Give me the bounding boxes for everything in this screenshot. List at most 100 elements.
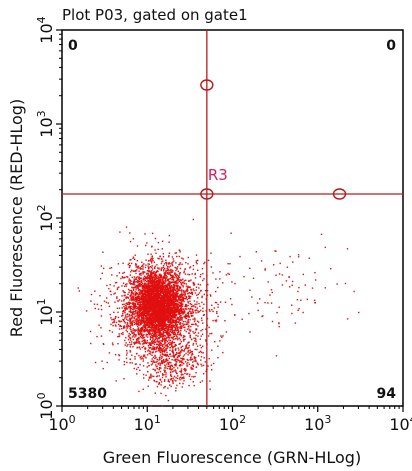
data-point	[201, 380, 204, 382]
data-point	[215, 301, 218, 304]
data-point	[125, 354, 128, 356]
data-point	[144, 278, 146, 280]
data-point	[159, 312, 161, 314]
data-point	[142, 337, 144, 340]
data-point	[175, 353, 177, 356]
data-point	[119, 231, 121, 233]
data-point	[156, 294, 158, 297]
data-point	[195, 254, 198, 256]
data-point	[169, 273, 172, 275]
data-point	[133, 304, 135, 306]
data-point	[164, 313, 166, 316]
data-point	[145, 298, 147, 300]
data-point	[137, 279, 139, 282]
data-point	[171, 350, 173, 352]
data-point	[142, 329, 145, 332]
data-point	[184, 295, 186, 297]
data-point	[120, 277, 122, 280]
data-point	[153, 281, 156, 283]
data-point	[160, 333, 163, 335]
data-point	[171, 286, 173, 289]
data-point	[146, 318, 148, 321]
data-point	[144, 314, 146, 317]
data-point	[164, 309, 166, 311]
data-point	[194, 331, 197, 334]
data-point	[189, 378, 192, 381]
data-point	[194, 273, 196, 276]
data-point	[148, 294, 150, 296]
data-point	[129, 344, 131, 346]
data-point	[128, 291, 130, 294]
data-point	[177, 308, 179, 310]
data-point	[195, 289, 197, 291]
data-point	[200, 351, 203, 354]
data-point	[153, 304, 155, 307]
data-point	[135, 289, 137, 291]
data-point	[174, 285, 177, 287]
data-point	[157, 337, 160, 339]
data-point	[157, 322, 159, 325]
data-point	[182, 310, 184, 312]
data-point	[169, 285, 171, 287]
data-point	[183, 272, 185, 274]
data-point	[156, 267, 159, 269]
data-point	[136, 337, 139, 340]
data-point	[108, 352, 111, 354]
data-point	[145, 304, 147, 307]
data-point	[199, 344, 201, 346]
data-point	[166, 279, 169, 281]
data-point	[141, 287, 144, 289]
data-point	[152, 279, 154, 281]
data-point	[178, 312, 180, 315]
data-point	[197, 259, 199, 262]
data-point	[182, 324, 185, 327]
data-point	[140, 309, 143, 311]
data-point	[180, 305, 182, 307]
data-point	[158, 281, 161, 284]
data-point	[154, 292, 156, 295]
data-point	[131, 322, 133, 325]
data-point	[214, 301, 217, 304]
data-point	[196, 263, 198, 265]
data-point	[145, 259, 147, 261]
data-point	[139, 319, 141, 322]
data-point	[194, 337, 197, 339]
data-point	[162, 331, 165, 333]
data-point	[192, 365, 195, 368]
data-point	[124, 308, 126, 311]
data-point	[161, 285, 164, 288]
data-point	[142, 301, 144, 304]
data-point	[165, 341, 167, 343]
data-point	[162, 334, 165, 336]
data-point	[185, 283, 188, 285]
data-point	[125, 226, 128, 228]
data-point	[192, 318, 194, 320]
data-point	[176, 282, 178, 284]
data-point	[136, 321, 138, 323]
data-point	[96, 335, 98, 338]
data-point	[140, 281, 143, 284]
data-point	[184, 367, 186, 370]
data-point	[123, 303, 125, 305]
data-point	[162, 288, 164, 290]
data-point	[147, 318, 150, 320]
data-point	[135, 291, 138, 294]
data-point	[166, 330, 168, 333]
data-point	[211, 369, 213, 371]
data-point	[160, 269, 162, 272]
data-point	[179, 289, 181, 291]
data-point	[167, 331, 170, 334]
data-point	[152, 284, 154, 287]
data-point	[171, 328, 173, 330]
data-point	[159, 304, 161, 306]
data-point	[152, 300, 154, 302]
data-point	[139, 329, 142, 331]
data-point	[163, 321, 166, 324]
data-point	[127, 293, 129, 295]
data-point	[152, 337, 154, 340]
data-point	[150, 342, 153, 344]
data-point	[147, 295, 149, 297]
data-point	[169, 321, 172, 323]
data-point	[147, 350, 149, 352]
